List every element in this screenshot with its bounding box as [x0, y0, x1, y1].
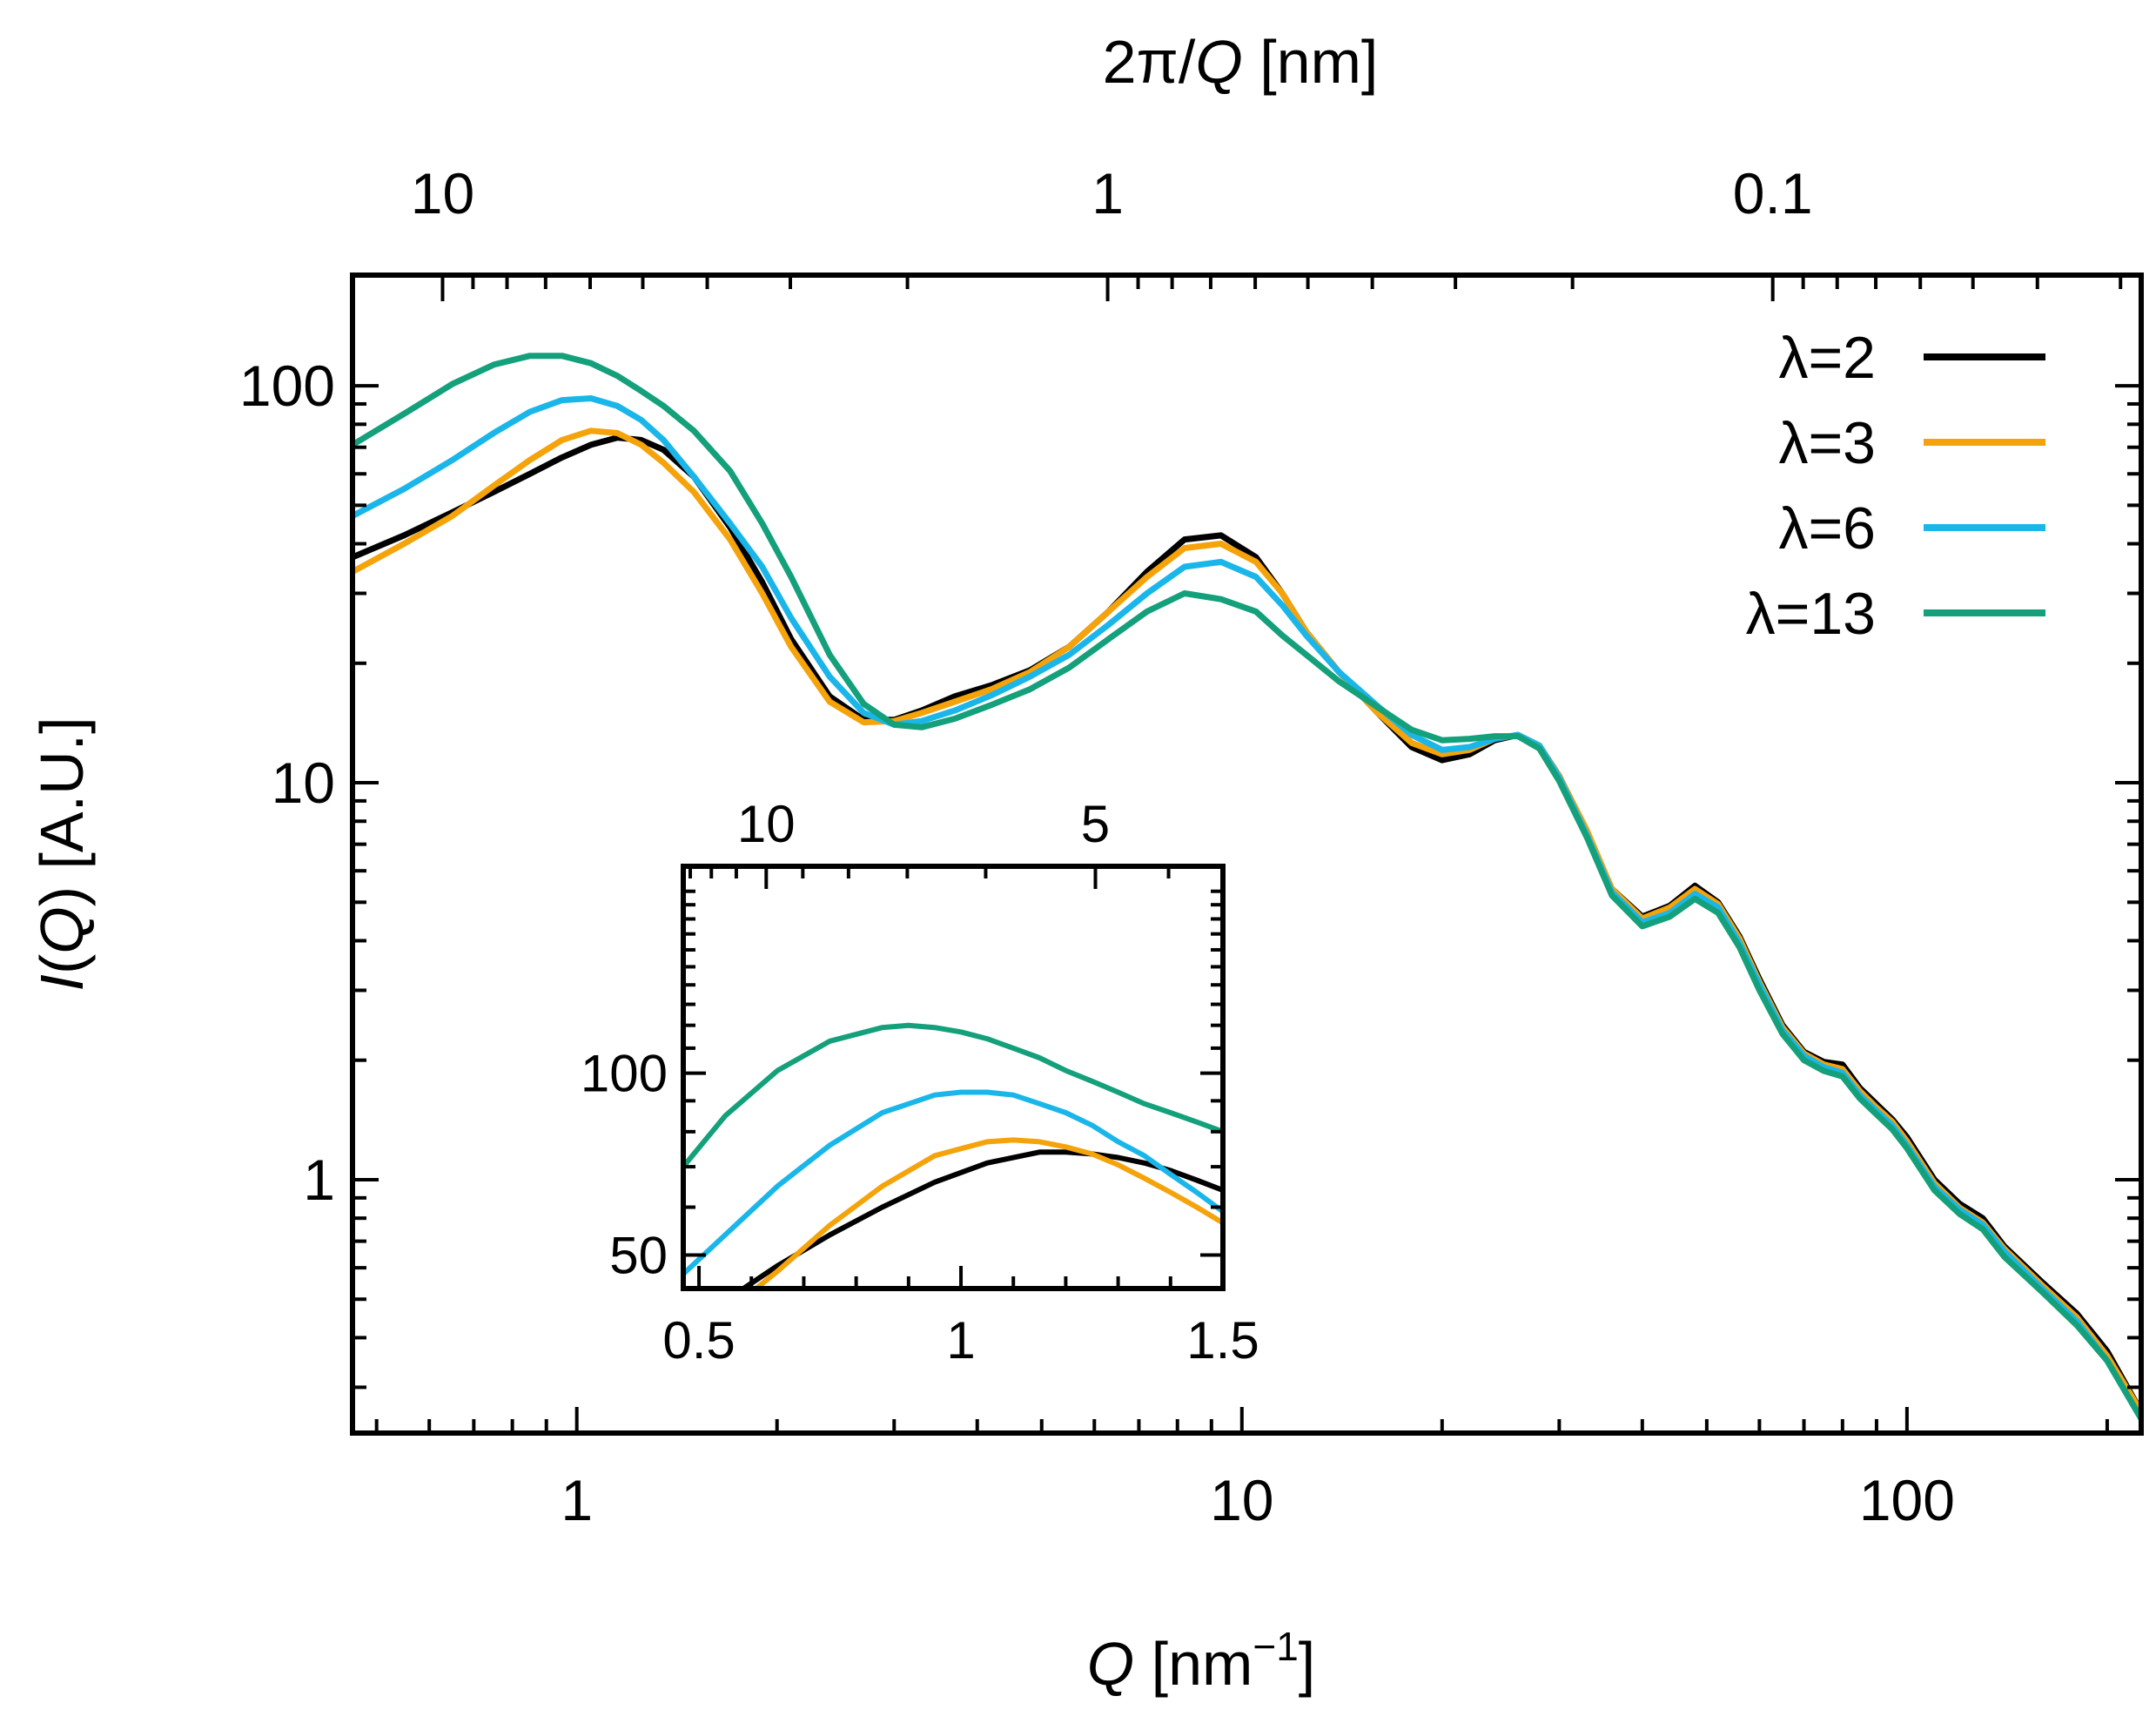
y-tick-label: 1	[303, 1148, 335, 1212]
inset-plot: 0.5 1 1.5 10 5 50 100	[581, 795, 1259, 1370]
inset-y-tick-label: 100	[581, 1045, 668, 1103]
y-tick-label: 100	[239, 353, 335, 418]
inset-top-tick-label: 10	[737, 795, 796, 853]
inset-tick-labels: 0.5 1 1.5 10 5 50 100	[581, 795, 1259, 1370]
top-tick-label: 10	[411, 161, 474, 225]
main-plot: 1 10 100 10 1 0.1 1 10 100	[239, 161, 2144, 1532]
top-tick-label: 1	[1091, 161, 1124, 225]
inset-x-tick-label: 0.5	[662, 1311, 735, 1370]
inset-x-tick-label: 1.5	[1186, 1311, 1259, 1370]
x-tick-label: 10	[1210, 1468, 1273, 1532]
inset-background	[683, 866, 1223, 1289]
top-axis-title: 2π/Q [nm]	[1103, 28, 1379, 96]
inset-plot-frame	[681, 864, 1226, 1291]
top-tick-label: 0.1	[1733, 161, 1813, 225]
x-tick-label: 1	[561, 1468, 593, 1532]
legend-label: λ=13	[1746, 581, 1876, 647]
main-plot-frame	[350, 273, 2144, 1436]
legend: λ=2 λ=3 λ=6 λ=13	[1746, 325, 2045, 647]
series-line-2	[683, 1089, 1223, 1277]
legend-label: λ=3	[1778, 410, 1876, 476]
series-line-3	[683, 1022, 1223, 1170]
legend-label: λ=2	[1778, 325, 1876, 391]
inset-top-tick-label: 5	[1081, 795, 1110, 853]
main-tick-labels: 1 10 100 10 1 0.1 1 10 100	[239, 161, 1955, 1532]
x-axis-title: Q [nm−1]	[1087, 1624, 1316, 1698]
series-line-1	[751, 1137, 1223, 1289]
x-tick-label: 100	[1859, 1468, 1955, 1532]
y-axis-title: I(Q) [A.U.]	[28, 717, 96, 991]
inset-y-tick-label: 50	[609, 1226, 668, 1284]
main-curves	[353, 353, 2141, 1422]
y-tick-label: 10	[272, 750, 335, 815]
series-line-3	[353, 353, 2141, 1422]
legend-label: λ=6	[1778, 495, 1876, 562]
inset-x-tick-label: 1	[946, 1311, 975, 1370]
inset-curves	[683, 1022, 1223, 1289]
